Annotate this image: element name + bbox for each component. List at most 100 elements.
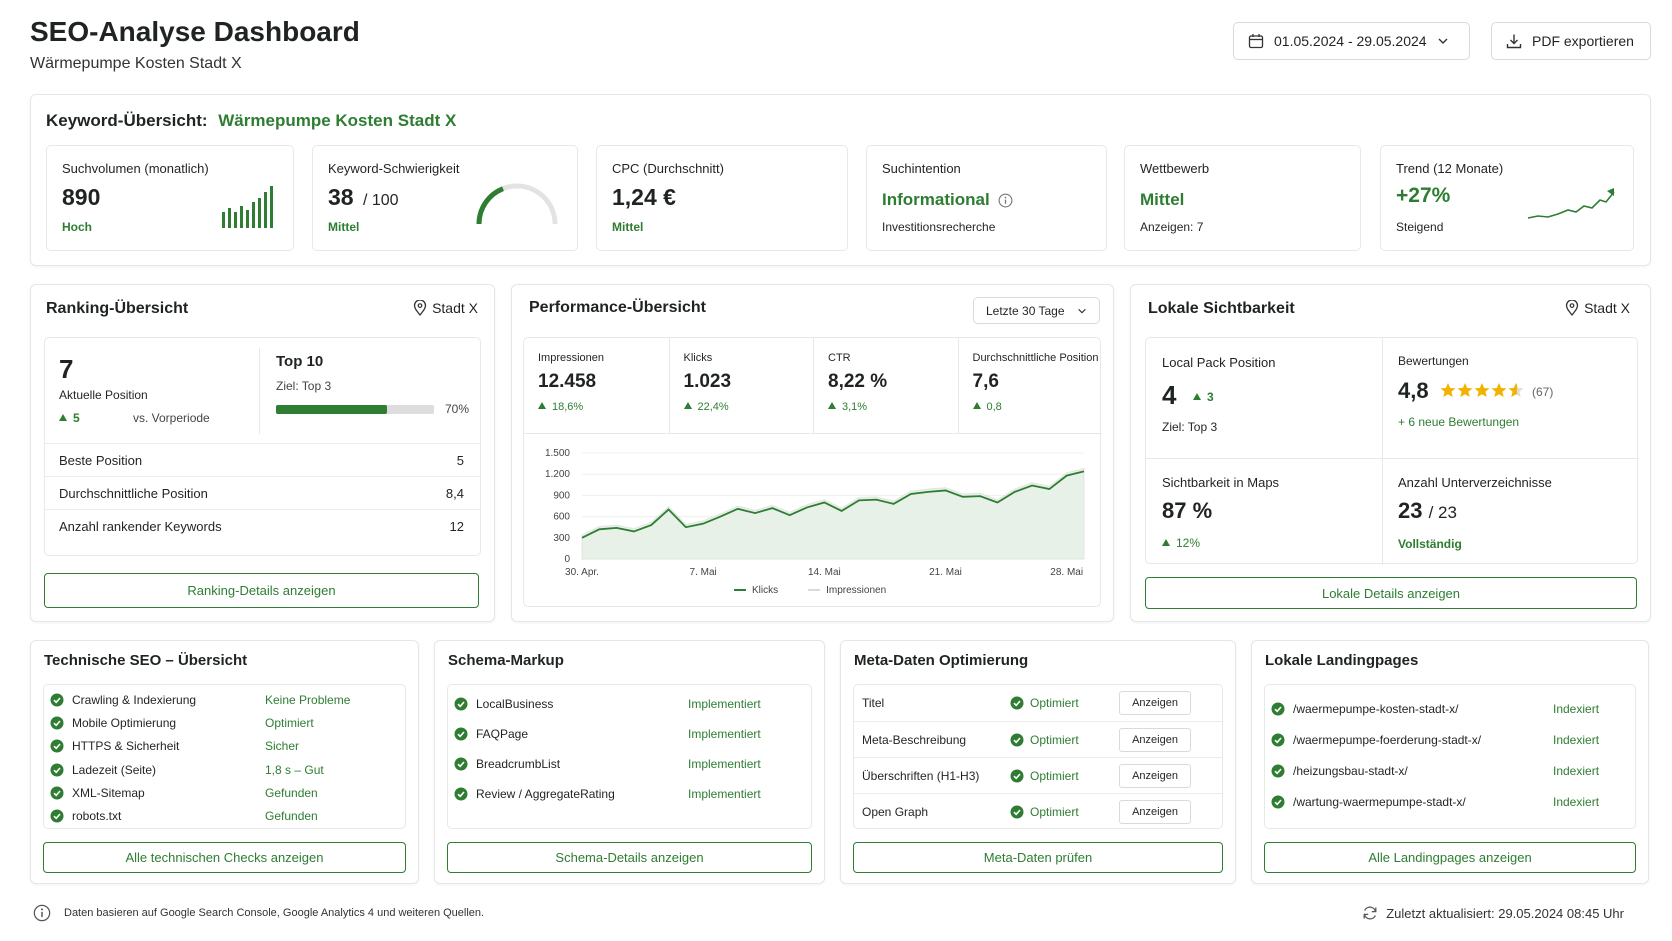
rating-count: (67) [1532, 385, 1554, 399]
y-tick-label: 900 [553, 490, 570, 501]
row-status: Implementiert [688, 787, 761, 801]
list-row: Mobile Optimierung Optimiert [44, 714, 405, 732]
row-value: 12 [449, 519, 464, 534]
trend-sparkline [1527, 188, 1615, 219]
check-mark [53, 767, 61, 774]
card-label: Suchintention [882, 161, 961, 176]
check-mark [457, 761, 465, 768]
row-status: Indexiert [1553, 764, 1600, 778]
check-icon [1271, 764, 1285, 778]
row-label: FAQPage [476, 727, 529, 741]
pack-change: 3 [1193, 390, 1214, 404]
check-icon [50, 739, 64, 753]
x-tick-label: 14. Mai [808, 567, 841, 578]
card-value: 890 [62, 184, 101, 210]
row-button[interactable]: Anzeigen [1119, 691, 1191, 715]
check-circle [454, 727, 468, 741]
row-status: Implementiert [688, 727, 761, 741]
check-icon [454, 757, 468, 771]
panel-button[interactable]: Meta-Daten prüfen [853, 842, 1223, 873]
panel-button[interactable]: Alle technischen Checks anzeigen [43, 842, 406, 873]
keyword-panel: Keyword-Übersicht: Wärmepumpe Kosten Sta… [30, 94, 1651, 266]
card-value: Mittel [1140, 190, 1185, 209]
row-label: Titel [862, 696, 885, 710]
row-button[interactable]: Anzeigen [1119, 728, 1191, 752]
change-value: 18,6% [552, 401, 584, 413]
row-status: Gefunden [265, 809, 318, 823]
row-button[interactable]: Anzeigen [1119, 764, 1191, 788]
cell-note: + 6 neue Bewertungen [1398, 415, 1520, 429]
export-button[interactable]: PDF exportieren [1491, 22, 1651, 60]
row-status: Implementiert [688, 697, 761, 711]
kpi-card: CPC (Durchschnitt) 1,24 € Mittel [596, 145, 848, 251]
check-circle [50, 763, 64, 777]
card-label: Trend (12 Monate) [1396, 161, 1504, 176]
check-icon [50, 716, 64, 730]
kpi: Klicks 1.023 22,4% [668, 338, 814, 433]
list-box: Crawling & Indexierung Keine Probleme Mobi… [43, 684, 406, 829]
panel-button[interactable]: Schema-Details anzeigen [447, 842, 812, 873]
check-mark [1013, 737, 1021, 744]
row-status: 1,8 s – Gut [265, 762, 324, 777]
check-mark [53, 720, 61, 727]
cell-note: Ziel: Top 3 [1162, 420, 1218, 434]
divider [1382, 338, 1383, 565]
local-button[interactable]: Lokale Details anzeigen [1145, 577, 1637, 609]
change-value: 5 [73, 411, 80, 425]
location: Stadt X [413, 300, 478, 316]
row-value: 5 [456, 453, 464, 468]
check-mark [53, 697, 61, 704]
card-note: Investitionsrecherche [882, 220, 996, 234]
row-status: Indexiert [1553, 733, 1600, 747]
list-row: /wartung-waermepumpe-stadt-x/Indexiert [1265, 793, 1635, 811]
footer-updated: Zuletzt aktualisiert: 29.05.2024 08:45 U… [1362, 905, 1624, 921]
check-circle [454, 787, 468, 801]
kpi-row: Impressionen 12.458 18,6% Klicks 1.023 22,4% C… [524, 338, 1102, 434]
period-select[interactable]: Letzte 30 Tage [973, 297, 1100, 324]
download-icon [1506, 34, 1522, 49]
check-mark [1274, 737, 1282, 744]
kpi: Durchschnittliche Position 7,6 0,8 [957, 338, 1103, 433]
row-label: /heizungsbau-stadt-x/ [1293, 764, 1408, 778]
check-circle [454, 697, 468, 711]
kpi-value: 1.023 [683, 371, 732, 392]
difficulty-value: 38 [328, 184, 354, 210]
difficulty-gauge [476, 183, 558, 225]
date-range: 01.05.2024 - 29.05.2024 [1274, 33, 1427, 49]
date-picker[interactable]: 01.05.2024 - 29.05.2024 [1233, 22, 1470, 60]
check-icon [1271, 733, 1285, 747]
check-icon [50, 693, 64, 707]
area [581, 467, 1085, 560]
panel-title: Technische SEO – Übersicht [44, 652, 248, 669]
directories-value: 23 / 23 [1398, 498, 1457, 524]
row-value: 8,4 [445, 486, 464, 501]
card-value: +27% [1396, 184, 1451, 207]
row-label: /waermepumpe-kosten-stadt-x/ [1293, 702, 1459, 716]
row-status: Sicher [265, 739, 300, 754]
panel-button[interactable]: Alle Landingpages anzeigen [1264, 842, 1636, 873]
check-circle [1271, 764, 1285, 778]
row-label: Meta-Beschreibung [862, 733, 967, 747]
gauge-fill [476, 186, 505, 225]
panel-title: Schema-Markup [448, 652, 564, 669]
row-label: Mobile Optimierung [72, 716, 177, 731]
check-mark [1013, 700, 1021, 707]
schema-panel: Schema-Markup LocalBusiness Implementiert F… [434, 640, 825, 884]
card-label: Keyword-Schwierigkeit [328, 161, 460, 176]
row-status: Optimiert [1030, 733, 1079, 747]
progress-track [276, 405, 434, 414]
panel-title: Performance-Übersicht [529, 299, 706, 316]
line [581, 470, 1085, 539]
ranking-button[interactable]: Ranking-Details anzeigen [44, 573, 479, 608]
updated-label: Zuletzt aktualisiert: 29.05.2024 08:45 U… [1386, 905, 1624, 921]
row-button[interactable]: Anzeigen [1119, 800, 1191, 824]
card-note: Anzeigen: 7 [1140, 220, 1204, 234]
check-icon [1010, 733, 1024, 747]
divider [259, 348, 260, 434]
check-circle [50, 739, 64, 753]
kpi-value: 8,22 % [828, 371, 888, 392]
list-box: /waermepumpe-kosten-stadt-x/Indexiert/wa… [1264, 684, 1636, 829]
check-circle [1010, 696, 1024, 710]
check-mark [1274, 706, 1282, 713]
row-label: Überschriften (H1-H3) [862, 769, 980, 783]
